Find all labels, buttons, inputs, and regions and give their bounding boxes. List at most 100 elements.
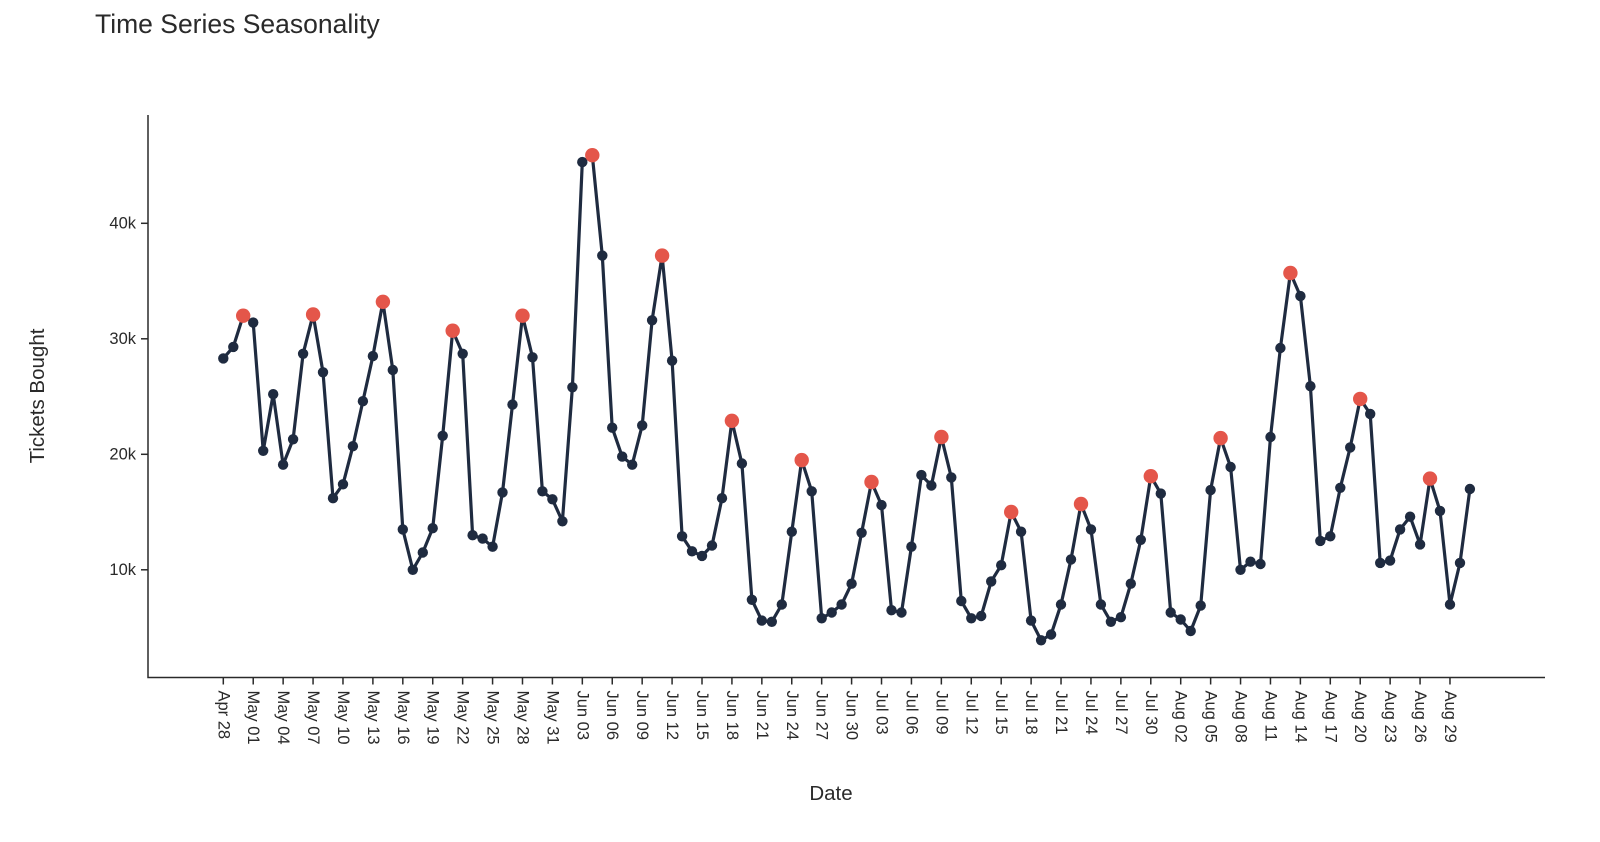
- data-point-marker: [766, 616, 777, 627]
- x-axis-tick-label: Jul 27: [1112, 691, 1130, 735]
- x-axis-tick-label: Jul 30: [1142, 691, 1160, 735]
- x-axis-tick-label: Jul 09: [932, 691, 950, 735]
- seasonal-peak-marker: [585, 148, 600, 163]
- data-point-marker: [776, 599, 787, 610]
- x-axis-tick-label: May 16: [394, 691, 412, 745]
- x-axis-tick-label: Jul 03: [873, 691, 891, 735]
- data-point-marker: [1155, 488, 1167, 499]
- data-point-marker: [1365, 408, 1376, 420]
- seasonal-peak-marker: [934, 429, 949, 445]
- data-point-marker: [1464, 483, 1476, 495]
- x-axis-tick-label: Aug 11: [1261, 691, 1279, 742]
- data-point-marker: [1225, 461, 1236, 473]
- data-point-marker: [736, 458, 748, 469]
- data-point-marker: [996, 560, 1007, 571]
- x-axis-tick-label: May 22: [454, 691, 472, 745]
- data-point-marker: [916, 469, 927, 481]
- data-point-marker: [1045, 629, 1057, 640]
- y-axis-tick-label: 10k: [109, 561, 136, 579]
- data-point-marker: [1195, 600, 1206, 611]
- x-axis-tick-label: Aug 20: [1351, 691, 1369, 743]
- data-point-marker: [1055, 599, 1067, 610]
- x-axis-tick-label: Jun 30: [843, 691, 861, 741]
- x-axis-tick-label: Jun 27: [813, 691, 831, 741]
- seasonal-peak-marker: [305, 307, 321, 322]
- data-point-marker: [806, 486, 817, 497]
- x-axis-tick-label: Jun 18: [723, 691, 741, 741]
- data-point-marker: [1105, 616, 1117, 627]
- x-axis-tick-label: Aug 23: [1381, 691, 1399, 743]
- data-point-marker: [228, 341, 239, 353]
- y-axis-tick-label: 30k: [109, 330, 136, 348]
- data-point-marker: [896, 607, 907, 618]
- data-point-marker: [407, 564, 418, 575]
- data-point-marker: [1185, 625, 1196, 637]
- x-axis-tick-label: Jul 15: [992, 691, 1010, 735]
- data-point-marker: [607, 422, 618, 433]
- y-axis-tick-label: 40k: [109, 214, 136, 232]
- data-point-marker: [906, 541, 917, 552]
- data-point-marker: [1375, 557, 1386, 569]
- data-point-marker: [557, 516, 568, 527]
- data-point-marker: [876, 499, 887, 511]
- seasonal-peak-marker: [724, 413, 740, 428]
- data-point-marker: [1085, 524, 1097, 535]
- data-point-marker: [497, 487, 508, 498]
- data-point-marker: [248, 317, 259, 328]
- data-point-marker: [956, 595, 967, 607]
- data-point-marker: [676, 531, 688, 542]
- data-point-marker: [527, 352, 538, 363]
- data-point-marker: [597, 250, 608, 261]
- data-point-marker: [617, 451, 628, 462]
- data-point-marker: [716, 493, 728, 504]
- seasonal-peak-marker: [1143, 469, 1159, 484]
- data-point-marker: [1135, 534, 1147, 545]
- x-axis-tick-label: May 13: [364, 691, 382, 745]
- data-point-marker: [1235, 564, 1246, 575]
- data-point-marker: [1125, 578, 1137, 589]
- seasonal-peak-marker: [1073, 496, 1089, 512]
- data-point-marker: [1325, 531, 1336, 542]
- x-axis-tick-label: May 04: [274, 691, 292, 745]
- seasonal-peak-marker: [445, 323, 460, 338]
- y-axis-title: Tickets Bought: [26, 328, 49, 463]
- x-axis-tick-label: Aug 17: [1321, 691, 1339, 743]
- data-point-marker: [1065, 554, 1077, 565]
- x-axis-tick-label: Jun 12: [663, 691, 681, 741]
- data-point-marker: [1165, 607, 1176, 618]
- data-point-marker: [367, 350, 379, 362]
- data-point-marker: [1015, 526, 1027, 537]
- x-axis-tick-label: Aug 08: [1232, 691, 1250, 743]
- data-point-marker: [646, 315, 658, 326]
- data-point-marker: [258, 445, 269, 456]
- data-point-marker: [1414, 539, 1426, 550]
- data-point-marker: [1255, 558, 1266, 570]
- data-point-marker: [297, 348, 309, 359]
- data-point-marker: [836, 599, 847, 610]
- x-axis-tick-label: Apr 28: [214, 691, 232, 740]
- seasonal-peak-marker: [236, 308, 251, 323]
- data-point-marker: [487, 541, 498, 552]
- data-point-marker: [507, 399, 518, 410]
- data-point-marker: [637, 420, 648, 431]
- seasonal-peak-marker: [864, 474, 879, 490]
- data-point-marker: [786, 526, 797, 537]
- data-point-marker: [696, 550, 708, 562]
- data-point-marker: [1434, 505, 1446, 517]
- data-point-marker: [1245, 556, 1256, 567]
- series-layer: [218, 148, 1476, 646]
- x-axis-tick-label: Jul 24: [1082, 691, 1100, 735]
- data-point-marker: [627, 459, 638, 470]
- data-point-marker: [537, 486, 548, 497]
- seasonal-peak-marker: [1353, 391, 1368, 407]
- data-point-marker: [347, 441, 359, 452]
- data-point-marker: [1384, 555, 1396, 566]
- data-point-marker: [976, 610, 987, 622]
- x-axis-tick-label: Jul 06: [902, 691, 920, 735]
- data-point-marker: [417, 547, 428, 558]
- x-axis-tick-label: May 01: [244, 691, 262, 745]
- x-axis-tick-label: Jun 24: [783, 691, 801, 741]
- data-point-marker: [846, 578, 857, 589]
- data-point-marker: [756, 615, 767, 626]
